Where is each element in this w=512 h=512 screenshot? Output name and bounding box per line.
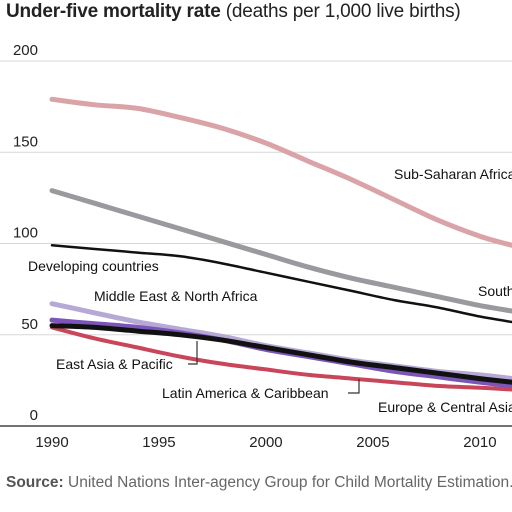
- x-tick-1995: 1995: [142, 434, 175, 451]
- series-line-sub-saharan: [49, 96, 512, 248]
- label-latin-america-caribbean: Latin America & Caribbean: [162, 385, 329, 401]
- source-label: Source:: [6, 474, 64, 491]
- y-tick-150: 150: [13, 133, 38, 150]
- series-line-south-asia: [49, 188, 512, 314]
- y-tick-50: 50: [21, 316, 38, 333]
- series-line-latam: [50, 325, 512, 392]
- label-sub-saharan-africa: Sub-Saharan Africa: [394, 166, 512, 182]
- chart-title-units: (deaths per 1,000 live births): [220, 1, 461, 22]
- x-tick-2000: 2000: [249, 434, 282, 451]
- source-note: Source: United Nations Inter-agency Grou…: [6, 473, 512, 492]
- label-south-asia: South Asia: [478, 283, 512, 299]
- y-tick-100: 100: [13, 225, 38, 242]
- leader-line-east-asia: [188, 341, 198, 365]
- y-tick-200: 200: [13, 42, 38, 59]
- line-chart: 0 50 100 150 200 1990 1995 2000 2005 2010 Sub-Sa…: [0, 42, 512, 451]
- y-tick-0: 0: [30, 407, 38, 424]
- x-axis-ticks: 1990 1995 2000 2005 2010: [35, 434, 496, 451]
- chart-title: Under-five mortality rate (deaths per 1,…: [6, 1, 461, 23]
- label-europe-central-asia: Europe & Central Asia: [378, 399, 512, 415]
- y-axis-ticks: 0 50 100 150 200: [13, 42, 38, 424]
- x-tick-1990: 1990: [35, 434, 68, 451]
- series-line-europe: [49, 323, 512, 385]
- x-tick-2005: 2005: [356, 434, 389, 451]
- chart-title-bold: Under-five mortality rate: [6, 1, 221, 22]
- series-lines: [49, 96, 512, 392]
- label-middle-east-north-africa: Middle East & North Africa: [94, 288, 258, 304]
- source-text: United Nations Inter-agency Group for Ch…: [63, 474, 512, 491]
- x-tick-2010: 2010: [463, 434, 496, 451]
- leader-line-latam: [348, 379, 360, 394]
- label-developing-countries: Developing countries: [28, 258, 159, 274]
- series-line-developing: [50, 244, 512, 324]
- label-east-asia-pacific: East Asia & Pacific: [56, 356, 173, 372]
